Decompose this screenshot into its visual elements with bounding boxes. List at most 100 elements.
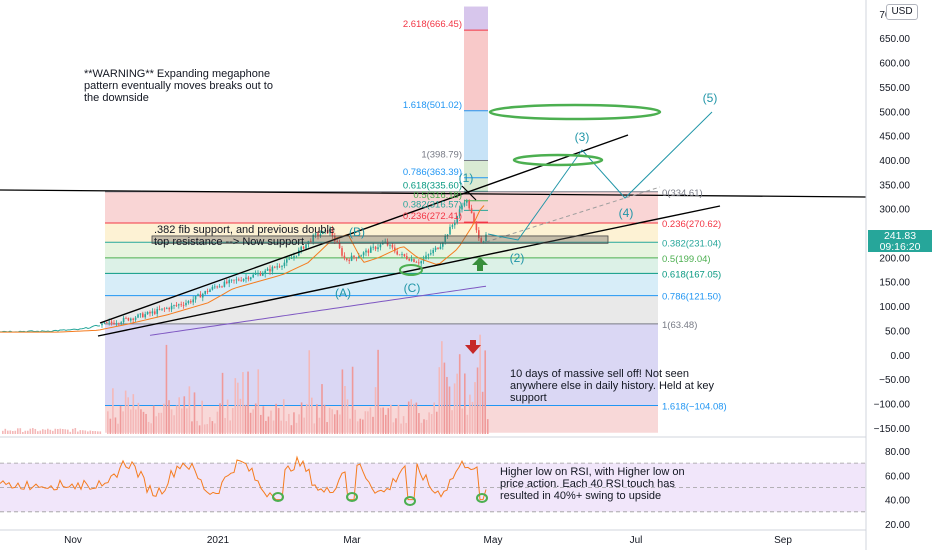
volume-bar (367, 411, 369, 434)
candle-body (389, 244, 391, 246)
elliott-wave-projection (487, 111, 713, 241)
candle-body (480, 238, 482, 243)
fib-level-label: 1.618(−104.08) (662, 401, 727, 412)
volume-bar (170, 409, 173, 434)
candle-body (420, 261, 422, 264)
candle-body (406, 256, 408, 259)
candle-body (437, 247, 439, 249)
volume-bar (423, 419, 425, 434)
candle-body (122, 317, 125, 323)
rsi-low-marker (346, 492, 358, 502)
candle-body (281, 266, 283, 267)
candle-body (101, 323, 103, 326)
wave-label: (B) (349, 225, 365, 239)
volume-bar (382, 407, 384, 434)
fib-extension-band (464, 110, 488, 161)
candle-body (410, 259, 413, 261)
volume-bar (318, 417, 321, 434)
volume-bar (39, 430, 42, 434)
candle-body (211, 286, 214, 290)
volume-bar (122, 411, 124, 434)
volume-bar (435, 411, 438, 434)
volume-bar (349, 418, 351, 434)
candle-body (367, 250, 370, 253)
candle-body (473, 213, 475, 222)
candle-body (302, 246, 305, 249)
volume-bar (249, 412, 252, 434)
volume-bar (451, 410, 453, 434)
volume-bar (252, 409, 254, 434)
y-axis-tick-label: 150.00 (879, 278, 910, 289)
volume-bar (476, 367, 479, 434)
candle-body (331, 229, 334, 236)
volume-bar (471, 401, 474, 434)
volume-bar (405, 422, 407, 434)
volume-bar (74, 428, 77, 434)
candle-body (382, 243, 384, 245)
volume-bar (180, 408, 183, 434)
volume-bar (160, 412, 163, 434)
candle-body (348, 259, 350, 261)
candle-body (142, 313, 144, 318)
candle-body (322, 231, 324, 235)
volume-bar (359, 418, 362, 434)
y-axis-tick-label: 100.00 (879, 302, 910, 313)
y-axis-tick-label: 450.00 (879, 132, 910, 143)
volume-bar (57, 428, 59, 434)
volume-bar (392, 422, 395, 434)
candle-body (103, 322, 106, 324)
volume-bar (346, 399, 349, 434)
candle-body (202, 293, 204, 298)
volume-bar (42, 429, 44, 434)
volume-bar (395, 418, 397, 434)
candle-body (365, 250, 367, 253)
target-ellipse (488, 103, 662, 121)
candle-body (146, 311, 149, 315)
fib-level-label: 1(63.48) (662, 320, 697, 331)
volume-bar (464, 373, 466, 434)
volume-bar (152, 405, 155, 434)
volume-bar (257, 369, 260, 434)
candle-body (413, 259, 415, 262)
y-axis-tick-label: 0.00 (891, 351, 911, 362)
candle-body (118, 323, 120, 325)
candle-body (151, 311, 154, 314)
candle-body (115, 323, 118, 325)
volume-bar (107, 411, 109, 434)
current-price-value: 241.83 (883, 230, 917, 242)
volume-bar (272, 420, 275, 434)
volume-bar (109, 418, 112, 434)
volume-bar (229, 420, 231, 434)
volume-bar (216, 411, 219, 434)
fib-level-label: 0.618(335.60) (403, 180, 462, 191)
candle-body (127, 317, 130, 321)
volume-bar (114, 417, 117, 434)
volume-bar (77, 431, 79, 434)
volume-bar (209, 417, 211, 434)
volume-bar (402, 416, 405, 434)
y-axis-tick-label: 350.00 (879, 180, 910, 191)
volume-bar (441, 341, 443, 434)
candle-body (252, 274, 254, 278)
candle-body (403, 254, 406, 257)
candle-body (362, 252, 365, 256)
volume-bar (193, 392, 196, 434)
candle-body (110, 321, 113, 323)
candle-body (456, 216, 458, 223)
moving-average-line (0, 205, 485, 333)
volume-bar (82, 430, 84, 434)
candle-body (214, 286, 216, 288)
volume-bar (262, 406, 265, 434)
candle-body (482, 241, 485, 243)
candle-body (401, 254, 403, 255)
fib-level-label: 1(398.79) (421, 150, 462, 161)
volume-bar (415, 402, 418, 434)
currency-badge[interactable]: USD (886, 4, 918, 20)
rsi-axis-tick-label: 60.00 (885, 471, 910, 482)
volume-bar (331, 409, 333, 434)
candle-body (266, 268, 269, 271)
volume-bar (443, 362, 446, 434)
volume-bar (211, 421, 214, 434)
volume-bar (140, 409, 142, 434)
